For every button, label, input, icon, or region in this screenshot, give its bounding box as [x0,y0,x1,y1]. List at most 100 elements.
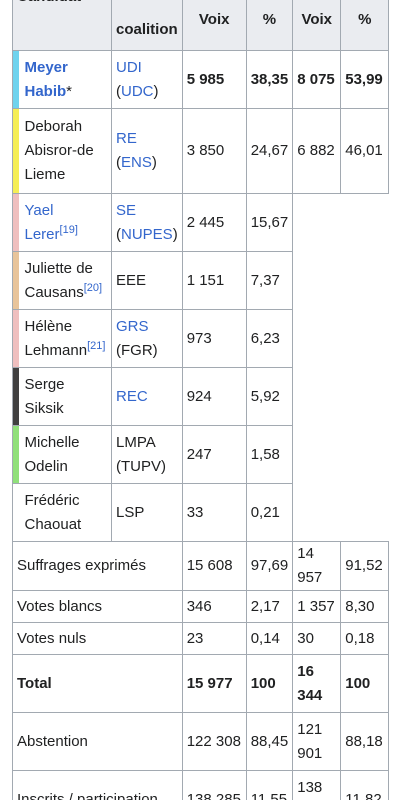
summary-v1: 23 [181,622,247,655]
summary-row: Suffrages exprimés 15 608 97,69 14 957 91,52 [12,541,390,591]
party-link[interactable]: GRS [116,317,149,335]
coalition-cell: UDI (UDC) [111,50,183,109]
party-link[interactable]: SE [116,201,137,219]
candidate-name: Michelle Odelin [24,433,80,475]
round2-empty-area [292,193,389,542]
summary-v1: 138 285 [181,770,247,800]
candidate-row: Meyer Habib* UDI (UDC) 5 985 38,35 8 075 53,99 [12,50,390,109]
summary-p1: 88,45 [245,712,294,771]
percent-round1: 7,37 [245,251,294,310]
incumbent-marker: * [66,82,73,100]
percent-round1: 6,23 [245,309,294,368]
candidate-name-cell: Hélène Lehmann[21] [18,309,112,368]
summary-row: Votes nuls 23 0,14 30 0,18 [12,622,390,655]
summary-v2: 14 957 [292,541,342,591]
election-results-table: Candidat coalition Voix % Voix % Meyer H… [12,0,390,800]
summary-p1: 2,17 [245,590,294,623]
candidate-row: Frédéric Chaouat LSP 33 0,21 [12,483,389,542]
summary-label: Inscrits / participation [12,770,183,800]
votes-round1: 2 445 [181,193,247,252]
candidate-name-link[interactable]: Yael Lerer [24,201,60,243]
candidate-row: Hélène Lehmann[21] GRS (FGR) 973 6,23 [12,309,389,368]
reference-link[interactable]: [21] [87,339,106,352]
votes-round2: 6 882 [292,108,342,194]
votes-round2: 8 075 [292,50,342,109]
reference-link[interactable]: [19] [59,223,78,236]
summary-p2: 11,82 [340,770,390,800]
summary-v2: 138 245 [292,770,342,800]
party-link[interactable]: RE [116,130,137,147]
summary-p2: 88,18 [340,712,390,771]
header-voix-round2: Voix [292,0,342,51]
coalition-label: FGR [121,341,153,359]
summary-label: Suffrages exprimés [12,541,183,591]
coalition-cell: REC [111,367,183,426]
candidate-name-cell: Serge Siksik [18,367,112,426]
summary-v1: 122 308 [181,712,247,771]
coalition-cell: RE (ENS) [111,108,183,194]
header-voix-round1: Voix [181,0,247,51]
percent-round1: 0,21 [245,483,294,542]
summary-v2: 121 901 [292,712,342,771]
candidate-row: Serge Siksik REC 924 5,92 [12,367,389,426]
coalition-cell: GRS (FGR) [111,309,183,368]
coalition-link[interactable]: ENS [121,154,152,171]
summary-label: Votes blancs [12,590,183,623]
summary-p1: 11,55 [245,770,294,800]
summary-row: Inscrits / participation 138 285 11,55 138 … [12,770,390,800]
coalition-cell: EEE [111,251,183,310]
header-candidate: Candidat [12,0,112,51]
coalition-link[interactable]: NUPES [121,225,173,243]
summary-p2: 0,18 [340,622,390,655]
votes-round1: 1 151 [181,251,247,310]
candidate-name: Serge Siksik [24,375,65,417]
percent-round1: 38,35 [245,50,294,109]
summary-row: Votes blancs 346 2,17 1 357 8,30 [12,590,390,623]
candidate-row: Yael Lerer[19] SE (NUPES) 2 445 15,67 [12,193,389,542]
coalition-cell: SE (NUPES) [111,193,183,252]
summary-v1: 15 608 [181,541,247,591]
summary-p1: 97,69 [245,541,294,591]
header-pct-round1: % [245,0,294,51]
percent-round1: 5,92 [245,367,294,426]
candidate-row: Deborah Abisror-de Lieme RE (ENS) 3 850 24,6… [12,108,390,194]
party-label: LSP [116,503,145,521]
summary-label: Votes nuls [12,622,183,655]
summary-p2: 100 [340,654,390,713]
summary-p1: 0,14 [245,622,294,655]
votes-round1: 924 [181,367,247,426]
coalition-link[interactable]: UDC [121,82,154,100]
candidate-name: Frédéric Chaouat [24,491,82,533]
summary-p2: 91,52 [340,541,390,591]
party-link[interactable]: REC [116,387,148,405]
percent-round1: 15,67 [245,193,294,252]
votes-round1: 5 985 [181,50,247,109]
summary-row: Total 15 977 100 16 344 100 [12,654,390,713]
percent-round2: 46,01 [340,108,390,194]
party-label: LMPA [116,433,156,451]
reference-link[interactable]: [20] [83,281,103,294]
summary-v2: 16 344 [292,654,342,713]
summary-v1: 346 [181,590,247,623]
party-link[interactable]: UDI [116,58,142,76]
candidate-name-cell: Frédéric Chaouat [18,483,112,542]
candidate-name-cell: Juliette de Causans[20] [18,251,112,310]
candidate-name-cell: Yael Lerer[19] [18,193,112,252]
candidate-name: Juliette de Causans [24,259,93,301]
candidate-row: Juliette de Causans[20] EEE 1 151 7,37 [12,251,389,310]
candidate-name-link[interactable]: Meyer Habib [24,58,68,100]
percent-round2: 53,99 [340,50,390,109]
summary-label: Abstention [12,712,183,771]
summary-row: Abstention 122 308 88,45 121 901 88,18 [12,712,390,771]
votes-round1: 3 850 [181,108,247,194]
summary-p1: 100 [245,654,294,713]
party-label: EEE [116,271,147,289]
votes-round1: 33 [181,483,247,542]
coalition-cell: LSP [111,483,183,542]
summary-label: Total [12,654,183,713]
candidate-name-cell: Deborah Abisror-de Lieme [18,108,112,194]
header-pct-round2: % [340,0,390,51]
summary-v2: 30 [292,622,342,655]
candidate-row: Michelle Odelin LMPA (TUPV) 247 1,58 [12,425,389,484]
